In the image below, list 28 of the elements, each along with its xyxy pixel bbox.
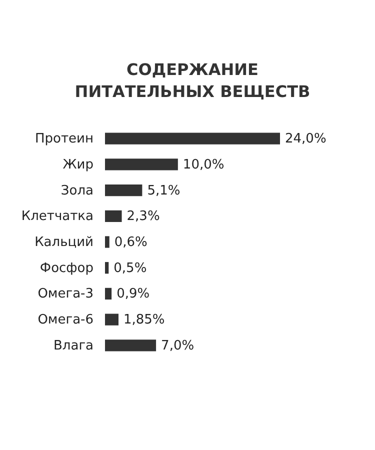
- bar: [105, 158, 178, 170]
- y-tick-label: Влага: [54, 338, 94, 354]
- data-label: 10,0%: [182, 157, 224, 172]
- y-tick-label: Жир: [62, 157, 94, 172]
- data-label: 2,3%: [126, 209, 160, 224]
- y-tick-label: Зола: [60, 183, 94, 198]
- bar: [105, 236, 110, 248]
- bar: [105, 314, 118, 326]
- data-label: 0,5%: [114, 260, 147, 276]
- data-label: 0,6%: [114, 235, 148, 250]
- y-tick-label: Клетчатка: [21, 209, 94, 224]
- bar: [105, 340, 156, 352]
- bar: [105, 132, 280, 144]
- data-label: 7,0%: [161, 338, 194, 354]
- data-label: 1,85%: [123, 312, 165, 328]
- chart-title: СОДЕРЖАНИЕ ПИТАТЕЛЬНЫХ ВЕЩЕСТВ: [74, 60, 310, 101]
- bar: [105, 262, 109, 274]
- data-label: 5,1%: [147, 183, 180, 198]
- bar: [105, 288, 112, 300]
- y-tick-label: Омега-6: [38, 312, 94, 328]
- bar: [105, 184, 142, 196]
- data-label: 0,9%: [116, 286, 150, 302]
- data-label: 24,0%: [285, 132, 326, 147]
- y-tick-label: Фосфор: [40, 260, 94, 276]
- y-tick-label: Омега-3: [38, 286, 94, 302]
- y-tick-label: Протеин: [35, 132, 94, 147]
- bar: [105, 210, 122, 222]
- y-tick-label: Кальций: [34, 235, 94, 250]
